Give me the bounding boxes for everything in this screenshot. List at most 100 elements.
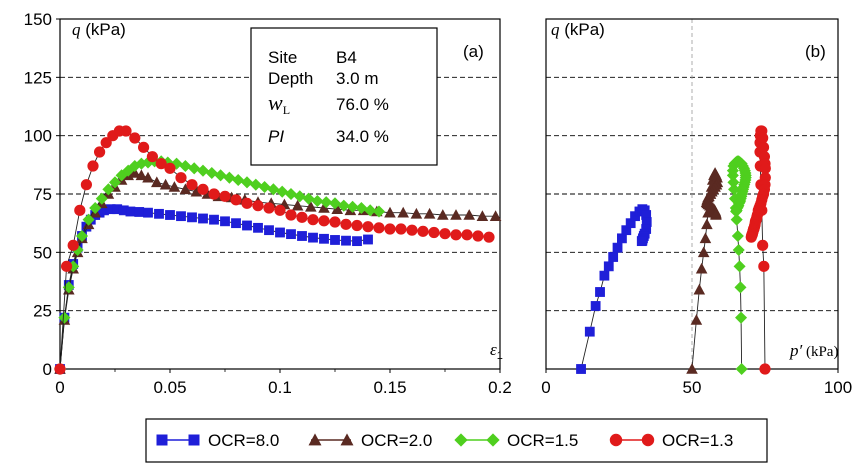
- data-point: [384, 223, 396, 235]
- data-point: [364, 204, 377, 217]
- data-point: [355, 201, 368, 215]
- series-ocr-1-3: [54, 125, 495, 375]
- data-point: [727, 176, 740, 189]
- legend-marker: [641, 433, 655, 447]
- y-tick-label: 125: [24, 68, 52, 87]
- data-point: [759, 162, 771, 174]
- info-box-frame: [250, 27, 438, 166]
- data-point: [155, 158, 167, 170]
- data-point: [240, 176, 254, 189]
- panel-b-x-label: p′ (kPa): [789, 341, 838, 360]
- data-point: [320, 196, 333, 209]
- info-depth-label: Depth: [268, 69, 313, 88]
- data-point: [58, 311, 71, 324]
- data-point: [595, 287, 605, 297]
- data-point: [242, 220, 252, 231]
- data-point: [599, 270, 610, 281]
- data-point: [208, 188, 220, 200]
- data-point: [608, 252, 619, 262]
- data-point: [276, 185, 289, 198]
- data-point: [159, 178, 172, 190]
- series-line: [59, 172, 496, 370]
- data-point: [472, 230, 484, 242]
- data-point: [223, 171, 236, 184]
- data-point: [275, 227, 285, 238]
- panel-b-series: [576, 125, 771, 376]
- series-ocr-8-0: [576, 204, 652, 374]
- data-point: [95, 192, 108, 205]
- data-point: [209, 214, 219, 225]
- data-point: [296, 211, 308, 223]
- legend-label: OCR=8.0: [208, 431, 279, 450]
- data-point: [341, 235, 351, 246]
- data-point: [205, 166, 218, 180]
- series-line: [59, 130, 490, 370]
- data-point: [253, 222, 263, 233]
- data-point: [346, 200, 359, 213]
- data-point: [406, 224, 418, 236]
- panel-a-x-label: ε1: [490, 340, 503, 362]
- data-point: [693, 283, 706, 295]
- data-point: [590, 301, 601, 311]
- data-point: [135, 169, 148, 181]
- x-tick-label: 0: [541, 378, 550, 397]
- data-point: [373, 222, 385, 234]
- data-point: [362, 221, 374, 233]
- data-point: [308, 232, 318, 243]
- series-ocr-1-5: [726, 155, 752, 376]
- data-point: [463, 209, 475, 220]
- series-ocr-2-0: [686, 167, 724, 374]
- data-point: [734, 281, 747, 294]
- data-point: [129, 132, 141, 144]
- data-point: [267, 183, 280, 196]
- x-tick-label: 0: [55, 378, 64, 397]
- data-point: [489, 210, 502, 221]
- info-pi-value: 34.0 %: [336, 127, 389, 146]
- data-point: [699, 232, 712, 244]
- series-ocr-8-0: [55, 204, 373, 374]
- legend-marker: [340, 433, 354, 446]
- y-tick-label: 0: [43, 360, 52, 379]
- legend-item: OCR=1.5: [454, 431, 578, 450]
- data-point: [695, 262, 708, 274]
- data-point: [476, 210, 489, 221]
- panel-a: 0 25 50 75 100 125 150 0 0.05 0.1 0.15 0.2 q (kPa)…: [24, 10, 512, 397]
- x-tick-label: 50: [683, 378, 702, 397]
- data-point: [249, 178, 262, 191]
- data-point: [214, 169, 227, 182]
- data-point: [701, 218, 713, 230]
- data-point: [319, 233, 329, 244]
- data-point: [230, 194, 242, 206]
- data-point: [311, 194, 324, 208]
- data-point: [252, 200, 264, 212]
- data-point: [297, 231, 307, 241]
- data-point: [759, 363, 771, 375]
- info-box: Site B4 Depth 3.0 m wL 76.0 % PI 34.0 %: [250, 27, 438, 166]
- data-point: [168, 181, 181, 192]
- data-point: [330, 235, 340, 245]
- data-point: [757, 239, 769, 251]
- data-point: [102, 183, 115, 196]
- legend-marker: [486, 433, 500, 447]
- info-site-value: B4: [336, 48, 357, 67]
- data-point: [690, 314, 703, 325]
- data-point: [108, 176, 122, 189]
- series-line: [59, 208, 369, 370]
- data-point: [302, 192, 315, 205]
- data-point: [612, 242, 623, 253]
- data-point: [410, 207, 423, 219]
- data-point: [397, 206, 409, 218]
- data-point: [617, 233, 627, 244]
- data-point: [100, 137, 112, 149]
- x-tick-label: 0.05: [153, 378, 186, 397]
- data-point: [274, 204, 286, 216]
- data-point: [196, 164, 210, 177]
- y-tick-label: 25: [33, 302, 52, 321]
- data-point: [757, 141, 770, 153]
- data-point: [125, 206, 136, 217]
- info-depth-value: 3.0 m: [336, 69, 379, 88]
- legend-item: OCR=2.0: [308, 431, 432, 450]
- data-point: [138, 141, 150, 153]
- data-point: [67, 239, 79, 251]
- data-point: [372, 205, 386, 218]
